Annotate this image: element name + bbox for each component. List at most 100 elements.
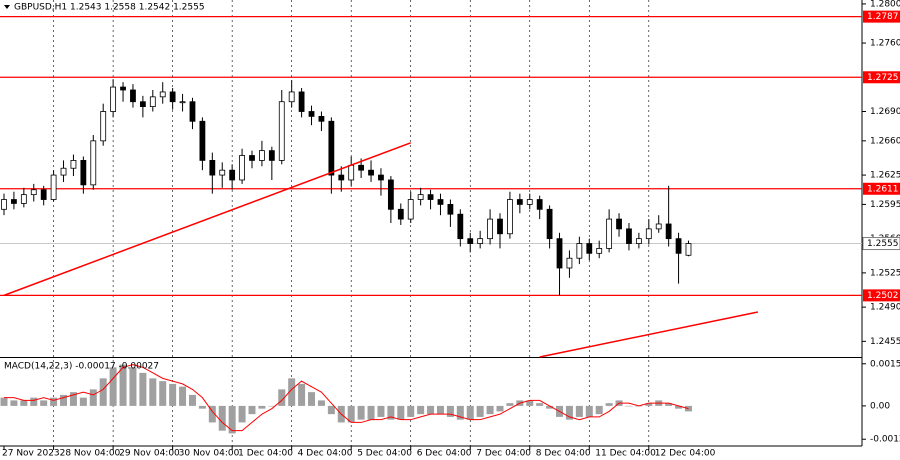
- macd-bar: [456, 405, 464, 420]
- candle-body: [635, 238, 642, 244]
- macd-bar: [466, 405, 474, 420]
- macd-bar: [149, 378, 157, 406]
- candle-body: [70, 160, 77, 169]
- y-tick-label: 1.2455: [870, 337, 900, 347]
- candle-body: [169, 91, 176, 103]
- macd-bar: [506, 403, 514, 406]
- macd-bar: [407, 405, 415, 417]
- macd-bar: [99, 378, 107, 406]
- macd-bar: [417, 405, 425, 415]
- candle-body: [278, 101, 285, 161]
- macd-bar: [605, 403, 613, 406]
- macd-bar: [536, 403, 544, 406]
- macd-bar: [50, 397, 58, 406]
- level-label-box: [863, 182, 900, 195]
- macd-bar: [159, 381, 167, 406]
- candle-body: [338, 174, 345, 181]
- macd-title: MACD(14,22,3) -0.00017 -0.00027: [4, 362, 159, 372]
- macd-bar: [565, 405, 573, 420]
- current-price-box: [862, 237, 900, 251]
- candle-body: [407, 199, 414, 220]
- x-tick-label: 5 Dec 04:00: [357, 449, 412, 459]
- macd-bar: [79, 397, 87, 406]
- macd-bar: [109, 367, 117, 406]
- candle-body: [259, 150, 265, 161]
- candle-body: [249, 155, 255, 161]
- candle-body: [20, 194, 27, 204]
- candle-body: [556, 238, 563, 269]
- macd-bar: [476, 405, 484, 417]
- x-tick-label: 7 Dec 04:00: [476, 449, 531, 459]
- macd-bar: [357, 405, 365, 420]
- x-tick-label: 12 Dec 04:00: [655, 449, 716, 459]
- trend-line: [3, 142, 411, 297]
- macd-bar: [129, 367, 137, 406]
- macd-bar: [208, 405, 216, 423]
- macd-bar: [317, 400, 325, 406]
- macd-bar: [218, 405, 226, 431]
- candle-body: [626, 228, 632, 244]
- level-label: 1.2787: [867, 12, 899, 22]
- macd-bar: [397, 405, 405, 420]
- candle-body: [229, 169, 236, 181]
- x-tick-label: 28 Nov 04:00: [60, 449, 121, 459]
- candle-body: [358, 164, 365, 171]
- candle-body: [566, 257, 573, 269]
- macd-bar: [0, 397, 8, 406]
- candle-body: [467, 238, 474, 244]
- macd-bar: [60, 394, 68, 406]
- level-label: 1.2502: [867, 291, 899, 301]
- candle-body: [497, 218, 503, 235]
- macd-bar: [675, 405, 683, 409]
- candle-body: [447, 204, 454, 215]
- macd-bar: [546, 405, 554, 409]
- candle-body: [685, 243, 692, 256]
- chart-title: GBPUSD,H1 1.2543 1.2558 1.2542 1.2555: [14, 3, 205, 13]
- candle-body: [139, 101, 146, 108]
- x-tick-label: 30 Nov 04:00: [179, 449, 240, 459]
- macd-bar: [119, 364, 127, 406]
- macd-bar: [139, 372, 147, 406]
- y-tick-label: 0.00153: [870, 359, 900, 369]
- x-tick-label: 29 Nov 04:00: [119, 449, 180, 459]
- x-tick-label: 6 Dec 04:00: [417, 449, 472, 459]
- macd-bar: [258, 405, 266, 409]
- macd-bar: [10, 400, 18, 406]
- candle-body: [576, 243, 583, 259]
- macd-bar: [248, 405, 256, 415]
- level-label: 1.2725: [867, 73, 899, 83]
- y-tick-label: -0.00121: [870, 435, 900, 445]
- macd-bar: [387, 405, 395, 420]
- candle-body: [120, 86, 126, 91]
- candle-body: [487, 218, 493, 240]
- macd-bar: [169, 383, 177, 406]
- candle-body: [516, 199, 523, 205]
- candle-body: [159, 91, 166, 98]
- x-tick-label: 27 Nov 2023: [2, 449, 60, 459]
- candle-body: [11, 199, 17, 204]
- candle-body: [1, 199, 7, 210]
- candle-body: [318, 115, 325, 122]
- candle-body: [536, 199, 543, 210]
- level-label: 1.2611: [867, 184, 899, 194]
- candle-body: [90, 140, 97, 186]
- macd-bar: [427, 405, 435, 415]
- candle-body: [586, 243, 593, 254]
- macd-bar: [69, 392, 77, 406]
- candle-body: [546, 208, 553, 240]
- macd-bar: [179, 386, 187, 406]
- level-label-box: [863, 71, 900, 84]
- macd-bar: [377, 405, 385, 417]
- macd-bar: [308, 392, 316, 406]
- y-tick-label: 0.00: [870, 401, 890, 411]
- y-tick-label: 1.2595: [870, 200, 900, 210]
- candle-body: [239, 155, 245, 181]
- candle-body: [298, 91, 305, 112]
- macd-bar: [347, 405, 355, 423]
- candle-body: [60, 167, 67, 176]
- candle-body: [189, 101, 196, 122]
- candle-body: [328, 120, 335, 176]
- x-tick-label: 4 Dec 04:00: [298, 449, 353, 459]
- macd-bar: [665, 403, 673, 406]
